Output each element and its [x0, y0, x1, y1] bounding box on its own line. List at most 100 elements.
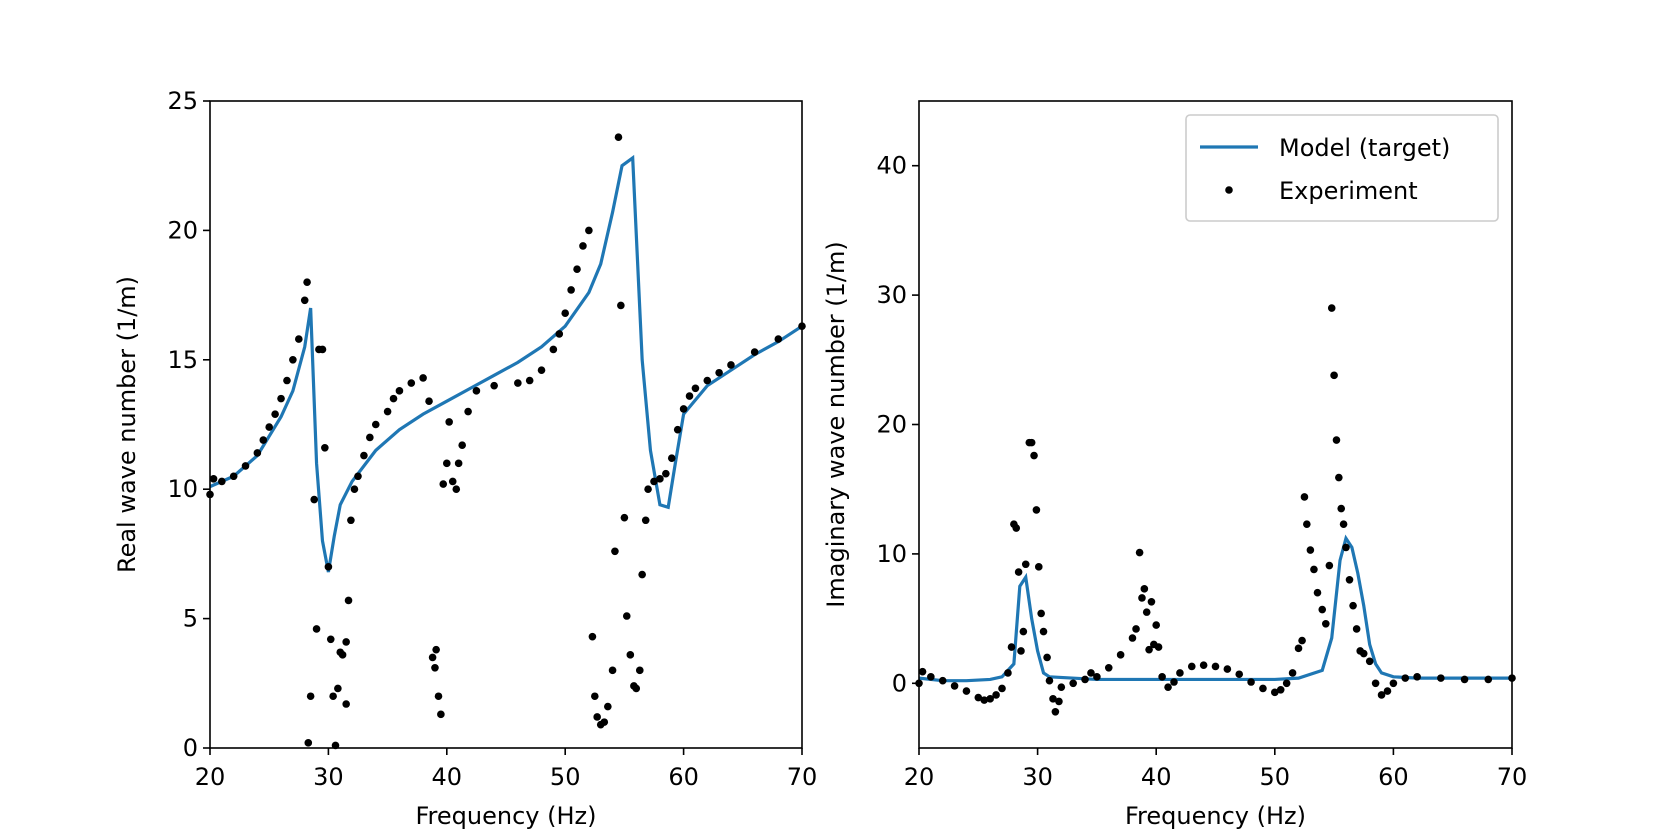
experiment-point — [986, 695, 994, 703]
experiment-point — [1235, 670, 1244, 679]
experiment-point — [1484, 675, 1493, 684]
experiment-point — [1045, 676, 1054, 685]
experiment-point — [1128, 634, 1137, 642]
experiment-point — [561, 309, 569, 318]
x-tick-label: 50 — [550, 763, 581, 791]
experiment-point — [454, 459, 463, 468]
experiment-point — [579, 242, 587, 250]
experiment-point — [662, 469, 670, 478]
experiment-point — [691, 384, 700, 393]
experiment-point — [321, 443, 329, 452]
experiment-point — [445, 418, 453, 426]
experiment-point — [1104, 663, 1113, 672]
experiment-point — [1049, 695, 1057, 703]
experiment-point — [347, 516, 355, 525]
experiment-point — [1337, 504, 1346, 513]
experiment-point — [1294, 644, 1303, 653]
experiment-point — [1223, 665, 1232, 673]
experiment-point — [259, 436, 268, 444]
y-tick-label: 10 — [167, 475, 198, 503]
experiment-point — [632, 684, 641, 693]
axes-frame — [209, 100, 803, 749]
experiment-point — [1034, 563, 1043, 571]
experiment-point — [593, 713, 601, 721]
experiment-point — [1300, 493, 1309, 501]
experiment-point — [685, 392, 694, 400]
legend-box — [1185, 114, 1499, 222]
experiment-point — [1325, 561, 1334, 570]
experiment-point — [549, 345, 558, 354]
experiment-point — [620, 513, 629, 522]
experiment-point — [1170, 678, 1178, 686]
experiment-point — [277, 394, 285, 403]
y-tick-label: 10 — [876, 540, 907, 568]
experiment-point — [1303, 520, 1311, 528]
experiment-point — [425, 397, 433, 406]
experiment-point — [1389, 679, 1398, 688]
experiment-point — [304, 739, 313, 747]
experiment-point — [1288, 669, 1297, 677]
y-tick-label: 25 — [167, 87, 198, 115]
experiment-point — [1335, 473, 1343, 482]
experiment-point — [383, 407, 392, 416]
experiment-point — [774, 335, 783, 343]
experiment-point — [432, 645, 440, 654]
experiment-point — [1039, 627, 1048, 636]
experiment-point — [1152, 621, 1160, 629]
experiment-point — [1247, 678, 1255, 686]
experiment-point — [1352, 625, 1361, 633]
experiment-point — [650, 477, 658, 486]
experiment-point — [673, 425, 682, 434]
experiment-point — [1142, 608, 1151, 616]
experiment-point — [1140, 585, 1149, 593]
experiment-point — [1332, 436, 1341, 444]
experiment-point — [635, 666, 644, 675]
y-tick-label: 20 — [167, 216, 198, 244]
experiment-point — [1154, 643, 1163, 651]
experiment-point — [1017, 647, 1025, 655]
experiment-point — [1437, 674, 1445, 682]
experiment-point — [614, 133, 623, 142]
y-tick-label: 5 — [183, 605, 198, 633]
experiment-point — [1145, 645, 1153, 654]
x-tick-label: 70 — [787, 763, 818, 791]
experiment-point — [1318, 605, 1327, 614]
experiment-point — [638, 570, 646, 579]
experiment-point — [1321, 619, 1330, 628]
experiment-point — [271, 410, 279, 418]
experiment-point — [1055, 697, 1063, 706]
x-tick-label: 60 — [668, 763, 699, 791]
experiment-point — [537, 366, 546, 374]
x-tick-label: 40 — [1141, 763, 1172, 791]
experiment-point — [611, 547, 619, 556]
x-tick-label: 40 — [432, 763, 463, 791]
experiment-point — [1310, 565, 1318, 574]
experiment-point — [1413, 673, 1421, 681]
experiment-point — [419, 374, 427, 382]
x-axis-label: Frequency (Hz) — [1125, 802, 1306, 830]
experiment-point — [1030, 451, 1038, 460]
experiment-point — [389, 394, 398, 403]
y-axis-label: Imaginary wave number (1/m) — [822, 241, 850, 607]
y-tick-label: 30 — [876, 281, 907, 309]
experiment-point — [1359, 649, 1368, 658]
experiment-point — [750, 348, 759, 356]
experiment-point — [573, 265, 581, 274]
experiment-point — [458, 441, 466, 450]
experiment-point — [1276, 685, 1285, 694]
experiment-point — [428, 653, 437, 662]
experiment-point — [703, 376, 712, 385]
experiment-point — [938, 676, 947, 685]
x-tick-label: 30 — [313, 763, 344, 791]
experiment-point — [992, 691, 1000, 699]
experiment-point — [608, 666, 617, 675]
experiment-point — [1345, 575, 1354, 584]
y-tick-label: 20 — [876, 411, 907, 439]
x-tick-label: 20 — [904, 763, 935, 791]
experiment-point — [1306, 546, 1315, 554]
experiment-point — [443, 459, 451, 468]
experiment-point — [366, 433, 374, 442]
y-tick-label: 15 — [167, 346, 198, 374]
experiment-point — [338, 651, 347, 659]
experiment-point — [927, 673, 935, 681]
